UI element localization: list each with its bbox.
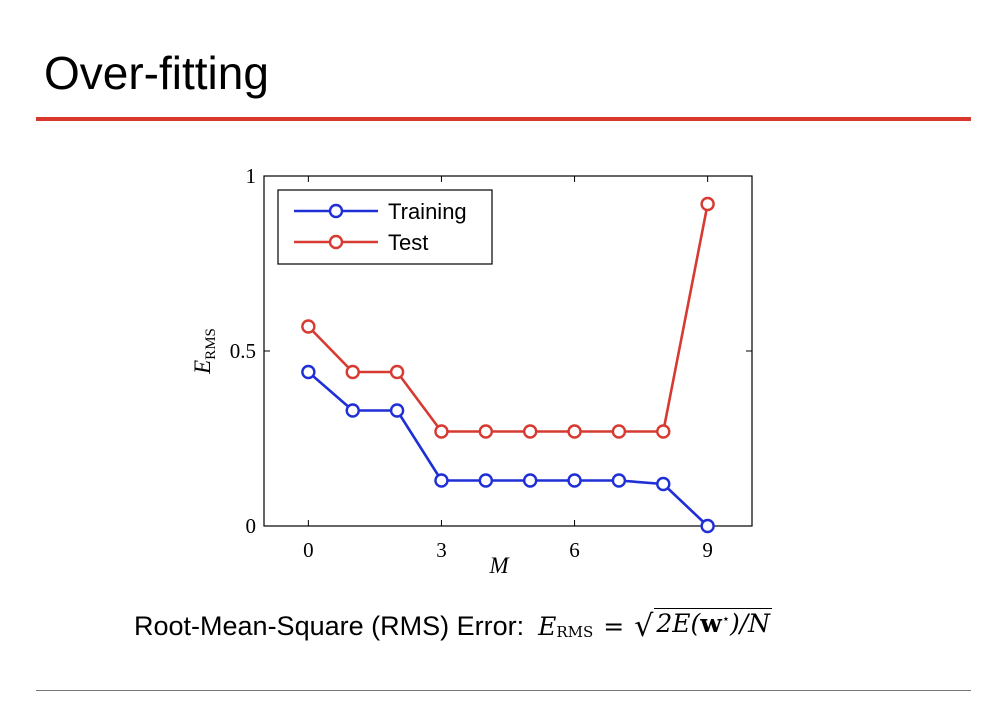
series-line-training: [307, 371, 709, 527]
legend-marker-test: [328, 234, 344, 250]
y-axis-label: ERMS: [190, 328, 219, 375]
data-point-training: [301, 364, 316, 380]
y-axis-label-main: E: [190, 360, 215, 375]
title-rule: [36, 117, 971, 121]
x-tick-label: 0: [303, 538, 314, 562]
legend-label-test: Test: [388, 230, 428, 255]
y-tick-label: 0.5: [230, 339, 256, 363]
data-point-training: [611, 473, 627, 488]
y-tick-label: 0: [246, 514, 257, 538]
y-axis-label-sub: RMS: [203, 328, 219, 360]
data-point-training: [345, 403, 360, 418]
formula-equals: =: [603, 611, 625, 641]
data-point-test: [301, 319, 316, 334]
formula-lhs-sub: RMS: [556, 623, 594, 641]
data-point-training: [522, 473, 538, 488]
data-point-test: [522, 424, 538, 439]
legend-marker-training: [328, 203, 344, 219]
formula-part1: 2E(: [656, 609, 701, 638]
data-point-training: [434, 473, 449, 488]
legend-label-training: Training: [388, 199, 467, 224]
data-point-test: [478, 424, 494, 439]
bottom-rule: [36, 690, 971, 691]
data-point-test: [611, 424, 627, 439]
data-point-test: [389, 364, 405, 380]
data-point-training: [478, 473, 494, 488]
data-point-test: [656, 424, 671, 439]
formula-radicand: 2E(w⋆)/N: [654, 608, 773, 644]
x-tick-label: 9: [702, 538, 713, 562]
x-axis-label: M: [489, 553, 511, 578]
slide-title: Over-fitting: [44, 47, 269, 99]
series-line-test: [307, 203, 709, 433]
sqrt-icon: √: [634, 608, 654, 644]
data-point-training: [567, 473, 582, 488]
formula-lhs: E: [538, 611, 557, 641]
rms-error-chart: 0 3 6 9 0 0.5 1 M ERMS Training Test: [190, 164, 753, 578]
y-tick-label: 1: [246, 164, 257, 188]
data-point-test: [567, 424, 582, 439]
formula-bold: w: [700, 609, 722, 638]
rms-formula-line: Root-Mean-Square (RMS) Error: E RMS = √ 2E…: [134, 608, 773, 644]
formula-caption: Root-Mean-Square (RMS) Error:: [134, 610, 525, 641]
data-point-training: [700, 518, 715, 534]
x-tick-label: 6: [569, 538, 580, 562]
formula-part2: )/N: [729, 609, 771, 638]
data-point-test: [434, 424, 449, 439]
data-point-test: [345, 364, 360, 380]
data-point-test: [700, 196, 715, 212]
rms-formula: E RMS = √ 2E(w⋆)/N: [538, 608, 773, 644]
formula-sup: ⋆: [721, 612, 730, 627]
x-tick-label: 3: [436, 538, 447, 562]
legend-box: [277, 189, 493, 265]
data-point-training: [656, 476, 671, 492]
data-point-training: [389, 403, 405, 418]
